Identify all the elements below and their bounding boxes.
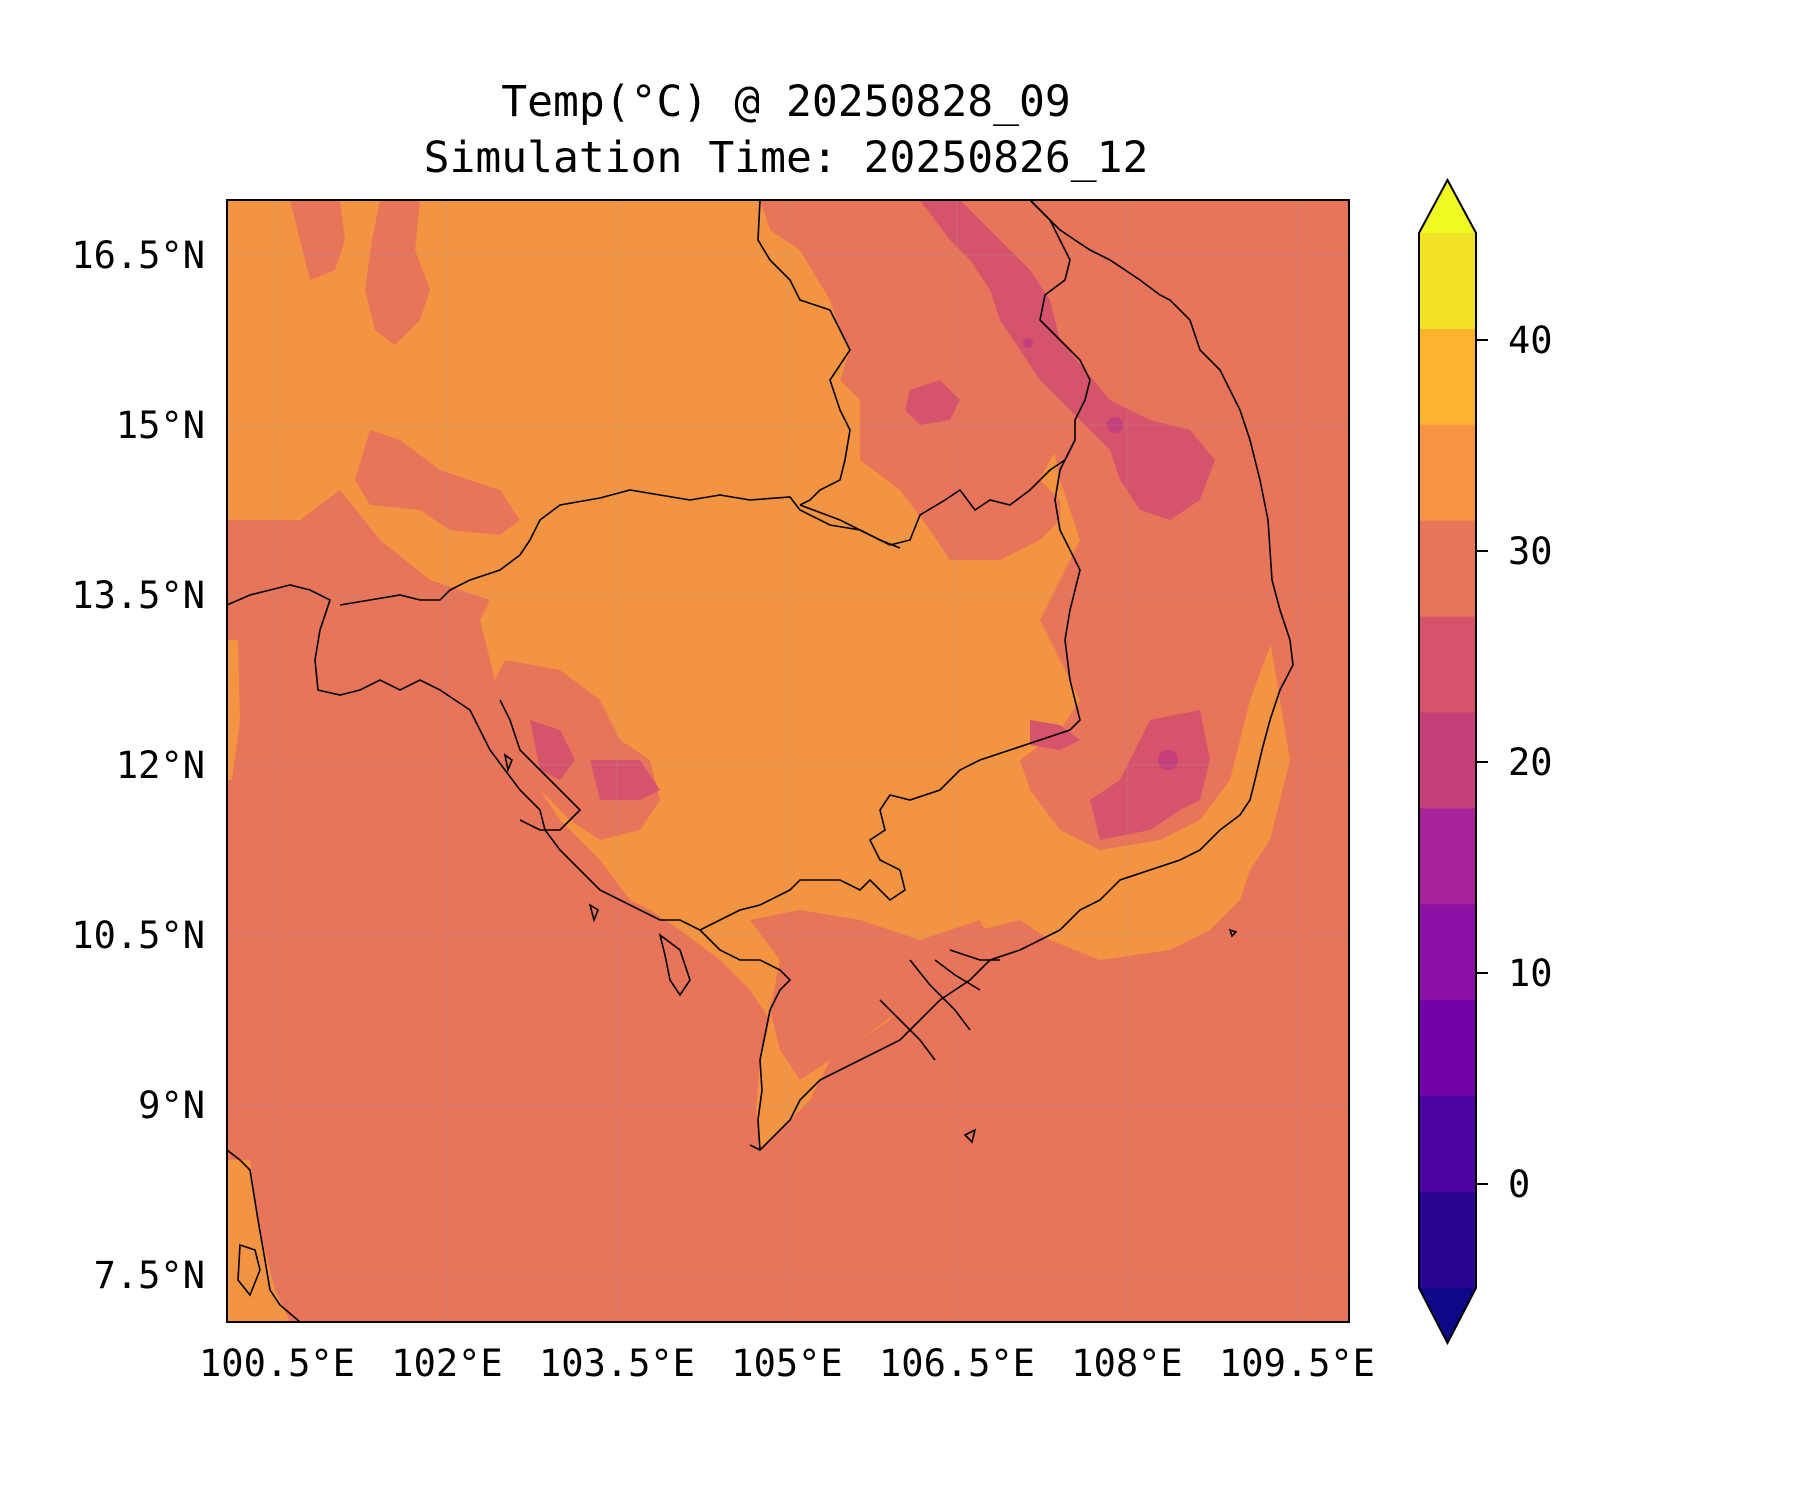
colorbar-segment: [1419, 808, 1476, 905]
island-1: [237, 1243, 261, 1297]
colorbar-segment: [1419, 233, 1476, 330]
colorbar-segment: [1419, 1096, 1476, 1193]
warm-land-west-edge: [227, 640, 240, 780]
cool-region-delta: [750, 910, 1000, 1080]
coastline-peninsula: [227, 1149, 301, 1322]
cool-region-north-1: [290, 200, 345, 280]
colorbar-segment: [1419, 424, 1476, 522]
title-line-2: Simulation Time: 20250826_12: [424, 133, 1149, 183]
island-gulf-1: [503, 753, 513, 773]
mekong-channel-3: [934, 959, 981, 991]
island-con-dao: [963, 1128, 977, 1144]
colorbar-segment: [1419, 616, 1476, 714]
colorbar-label-30: 30: [1508, 530, 1553, 573]
coastlines-borders: [227, 200, 1294, 1322]
cool-region-laos-east: [860, 200, 1100, 440]
coldest-spot-3: [1023, 338, 1033, 348]
map-plot-area: [227, 200, 1349, 1322]
cool-region-west-plateau: [355, 430, 520, 535]
border-laos-cambodia: [799, 439, 1076, 546]
cool-region-highlands: [1020, 300, 1280, 850]
mekong-channel-1: [879, 999, 936, 1061]
colorbar-outline: [1418, 177, 1477, 1346]
border-cambodia-south: [699, 909, 741, 931]
cool-region-north-2: [365, 200, 430, 345]
coastline-vietnam: [749, 200, 1294, 1151]
colorbar-segment: [1419, 904, 1476, 1001]
mekong-channel-4: [949, 949, 1000, 961]
y-tick-label: 16.5°N: [71, 234, 205, 277]
island-east-1: [1228, 928, 1238, 938]
x-tick-label: 100.5°E: [199, 1342, 355, 1385]
island-phu-quoc: [658, 933, 691, 997]
cold-spot-annamite-north: [920, 200, 1215, 520]
colorbar-extend-max: [1419, 180, 1476, 233]
x-axis-ticks: 100.5°E 102°E 103.5°E 105°E 106.5°E 108°…: [199, 1342, 1375, 1385]
border-thailand-cambodia: [339, 489, 901, 606]
mekong-channel-2: [909, 959, 971, 1031]
y-tick-label: 12°N: [116, 744, 205, 787]
x-tick-label: 109.5°E: [1219, 1342, 1375, 1385]
map-frame: [226, 199, 1350, 1323]
x-tick-label: 103.5°E: [539, 1342, 695, 1385]
x-tick-label: 102°E: [391, 1342, 502, 1385]
coastline-cambodia-west: [499, 699, 582, 831]
island-gulf-2: [588, 903, 599, 923]
cold-spot-cambodia-west-2: [590, 760, 660, 800]
coldest-spot-1: [1107, 417, 1123, 433]
title-line-1: Temp(°C) @ 20250828_09: [501, 77, 1071, 127]
colorbar-label-40: 40: [1508, 319, 1553, 362]
y-tick-label: 15°N: [116, 404, 205, 447]
colorbar-segment: [1419, 520, 1476, 618]
border-thailand-laos: [757, 200, 851, 506]
y-tick-label: 13.5°N: [71, 574, 205, 617]
colorbar-label-10: 10: [1508, 952, 1553, 995]
y-axis-ticks: 16.5°N 15°N 13.5°N 12°N 10.5°N 9°N 7.5°N: [71, 234, 205, 1297]
colorbar-segment: [1419, 712, 1476, 809]
colorbar-label-0: 0: [1508, 1163, 1530, 1206]
gridlines: [227, 200, 1349, 1322]
y-tick-label: 7.5°N: [94, 1254, 205, 1297]
cold-spot-highlands-south: [1090, 710, 1210, 840]
colorbar-extend-min: [1419, 1288, 1476, 1343]
border-laos-vietnam: [1029, 200, 1091, 641]
colorbar-segment: [1419, 1192, 1476, 1289]
colorbar-label-20: 20: [1508, 741, 1553, 784]
x-tick-label: 106.5°E: [879, 1342, 1035, 1385]
coldest-spot-2: [1158, 750, 1178, 770]
colorbar-segment: [1419, 328, 1476, 426]
colorbar-labels: 40 30 20 10 0: [1508, 319, 1553, 1206]
y-tick-label: 9°N: [138, 1084, 205, 1127]
colorbar-segment: [1419, 1000, 1476, 1097]
warm-land-region: [227, 200, 1290, 1150]
border-cambodia-vietnam: [739, 639, 1081, 911]
y-tick-label: 10.5°N: [71, 914, 205, 957]
warm-land-region-southwest: [227, 1160, 290, 1322]
cold-spot-cambodia-west-1: [530, 720, 575, 780]
colorbar: [1418, 177, 1488, 1346]
cold-spot-laos-1: [905, 380, 960, 425]
x-tick-label: 108°E: [1071, 1342, 1182, 1385]
x-tick-label: 105°E: [731, 1342, 842, 1385]
coastline-gulf: [227, 584, 792, 1151]
